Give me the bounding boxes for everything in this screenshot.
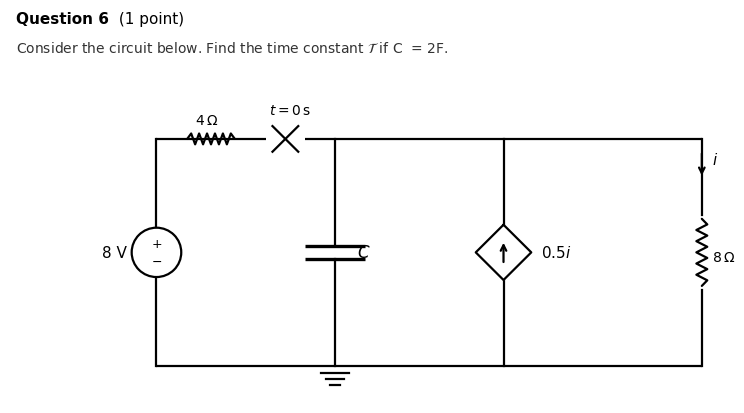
Text: $4\,\Omega$: $4\,\Omega$ [196,114,219,128]
Text: $C$: $C$ [357,244,371,262]
Text: −: − [151,255,161,268]
Text: $0.5i$: $0.5i$ [541,245,571,261]
Text: $t = 0\,\mathrm{s}$: $t = 0\,\mathrm{s}$ [269,104,311,118]
Text: Consider the circuit below. Find the time constant $\mathcal{T}$ if C  = 2F.: Consider the circuit below. Find the tim… [16,41,448,56]
Circle shape [132,228,182,278]
Polygon shape [475,225,531,280]
Text: $8\,\Omega$: $8\,\Omega$ [712,251,735,265]
Text: $i$: $i$ [712,151,718,167]
Text: +: + [151,237,161,250]
Text: 8 V: 8 V [103,245,127,260]
Text: Question 6: Question 6 [16,12,109,26]
Text: (1 point): (1 point) [114,12,184,26]
